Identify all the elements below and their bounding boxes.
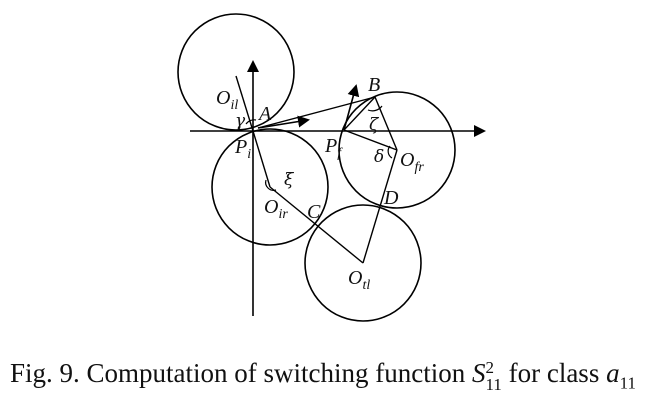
angle-arc-delta: [387, 145, 393, 159]
caption-S-superscript: 2: [485, 357, 494, 377]
circle-initial-right: [211, 128, 329, 246]
circle-final-right: [338, 91, 456, 209]
heading-arrow-final: [343, 84, 360, 131]
label-delta: δ: [374, 147, 384, 167]
label-O-fr: Ofr: [400, 149, 424, 175]
line-P-f-O-fr: [343, 129, 398, 151]
label-B: B: [368, 74, 380, 96]
caption-a-subscript: 11: [619, 373, 636, 393]
caption-S-subscript: 11: [485, 374, 502, 394]
label-D: D: [383, 187, 399, 209]
angle-arc-gamma: [245, 119, 257, 125]
label-P-i: Pi: [234, 136, 251, 162]
label-xi: ξ: [284, 170, 295, 190]
label-zeta: ζ: [369, 115, 380, 135]
label-O-tl: Otl: [348, 267, 370, 293]
tangent-line-A-B: [257, 96, 376, 129]
label-C: C: [307, 201, 321, 223]
figure-caption: Fig. 9. Computation of switching functio…: [10, 358, 660, 393]
caption-prefix: Fig. 9. Computation of switching functio…: [10, 358, 472, 388]
angle-arc-zeta: [367, 105, 383, 112]
label-O-ir: Oir: [264, 196, 288, 222]
label-gamma: γ: [235, 111, 246, 131]
caption-S-symbol: S: [471, 358, 486, 388]
line-O-fr-O-tl: [362, 149, 398, 264]
label-O-il: Oil: [216, 87, 238, 113]
line-B-P-f: [343, 96, 376, 131]
angle-arc-xi: [265, 179, 277, 191]
circle-initial-left: [177, 13, 295, 131]
line-B-O-fr: [374, 96, 398, 151]
caption-a-symbol: a: [606, 358, 620, 388]
line-O-ir-O-tl: [269, 186, 364, 264]
line-O-il-P-i: [235, 75, 254, 132]
circle-tangent-left: [304, 204, 422, 322]
label-A: A: [257, 103, 272, 125]
line-P-i-O-ir: [252, 130, 271, 188]
label-P-f: Pf: [324, 135, 343, 161]
caption-middle: for class: [501, 358, 607, 388]
switching-function-diagram: Oil A γ Pi B ζ Pf δ Ofr ξ Oir C D Otl: [177, 13, 486, 322]
heading-arrow-initial: [257, 115, 310, 129]
